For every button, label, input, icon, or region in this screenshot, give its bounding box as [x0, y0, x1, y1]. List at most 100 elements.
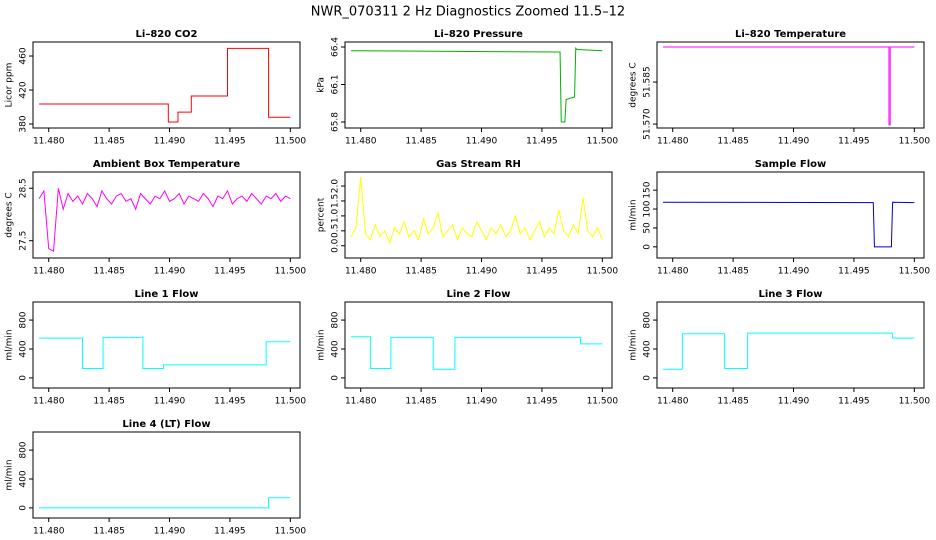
x-tick-label: 11.480	[345, 397, 377, 407]
y-tick-label: 400	[19, 470, 29, 487]
y-tick-label: 28.5	[19, 178, 29, 198]
panel-title: Line 2 Flow	[447, 289, 511, 300]
panel-title: Line 1 Flow	[135, 289, 199, 300]
data-line	[350, 177, 603, 245]
x-tick-label: 11.485	[93, 397, 125, 407]
x-tick-label: 11.500	[587, 137, 619, 147]
x-tick-label: 11.495	[526, 137, 558, 147]
x-tick-label: 11.490	[778, 397, 810, 407]
y-axis-label: Licor ppm	[5, 63, 15, 108]
y-tick-label: 65.8	[331, 112, 341, 132]
y-tick-label: 2.0	[331, 179, 341, 194]
x-tick-label: 11.485	[717, 267, 749, 277]
y-tick-label: 27.5	[19, 231, 29, 251]
y-tick-label: 800	[19, 441, 29, 458]
x-tick-label: 11.485	[405, 267, 437, 277]
x-tick-label: 11.485	[93, 527, 125, 537]
plot-box	[32, 171, 301, 259]
panel-title: Ambient Box Temperature	[93, 159, 240, 170]
y-tick-label: 51.570	[643, 108, 653, 140]
y-tick-label: 800	[643, 311, 653, 328]
x-tick-label: 11.485	[717, 397, 749, 407]
y-tick-label: 400	[19, 340, 29, 357]
y-tick-label: 50	[643, 222, 653, 234]
x-tick-label: 11.495	[526, 397, 558, 407]
x-tick-label: 11.495	[838, 267, 870, 277]
y-axis-label: ml/min	[317, 329, 327, 360]
x-tick-label: 11.500	[275, 267, 307, 277]
x-tick-label: 11.490	[466, 137, 498, 147]
x-tick-label: 11.490	[154, 527, 186, 537]
x-tick-label: 11.480	[33, 137, 65, 147]
x-tick-label: 11.500	[275, 137, 307, 147]
x-tick-label: 11.490	[154, 137, 186, 147]
plot-box	[656, 41, 925, 129]
y-axis-label: percent	[317, 197, 327, 232]
data-line	[38, 188, 291, 252]
data-line	[663, 201, 915, 248]
y-tick-label: 0	[19, 375, 29, 381]
data-line	[351, 47, 603, 123]
x-tick-label: 11.500	[275, 527, 307, 537]
x-tick-label: 11.500	[899, 137, 931, 147]
x-tick-label: 11.490	[154, 397, 186, 407]
x-tick-label: 11.490	[154, 267, 186, 277]
x-tick-label: 11.480	[33, 527, 65, 537]
plot-box	[656, 171, 925, 259]
x-tick-label: 11.490	[778, 267, 810, 277]
y-tick-label: 0	[643, 375, 653, 381]
data-line	[39, 336, 291, 369]
y-tick-label: 800	[19, 311, 29, 328]
plot-box	[32, 41, 301, 129]
x-tick-label: 11.490	[466, 267, 498, 277]
panel-title: Gas Stream RH	[436, 159, 521, 170]
panel-title: Line 4 (LT) Flow	[122, 419, 210, 430]
plot-box	[32, 431, 301, 519]
plot-box	[656, 301, 925, 389]
y-tick-label: 51.585	[643, 66, 653, 98]
y-axis-label: ml/min	[629, 329, 639, 360]
y-tick-label: 400	[331, 340, 341, 357]
y-tick-label: 380	[19, 115, 29, 132]
x-tick-label: 11.480	[657, 397, 689, 407]
plot-box	[32, 301, 301, 389]
panel-title: Sample Flow	[755, 159, 827, 170]
x-tick-label: 11.480	[345, 137, 377, 147]
x-tick-label: 11.500	[899, 267, 931, 277]
x-tick-label: 11.500	[587, 397, 619, 407]
x-tick-label: 11.480	[657, 137, 689, 147]
y-tick-label: 1.5	[331, 194, 341, 208]
y-tick-label: 100	[643, 200, 653, 217]
x-tick-label: 11.485	[93, 267, 125, 277]
y-tick-label: 420	[19, 81, 29, 98]
data-line	[663, 332, 915, 370]
y-axis-label: degrees C	[5, 192, 15, 237]
y-tick-label: 1.0	[331, 208, 341, 223]
x-tick-label: 11.500	[587, 267, 619, 277]
y-tick-label: 400	[643, 340, 653, 357]
data-line	[39, 497, 291, 509]
plot-box	[344, 171, 613, 259]
panel-title: Li–820 CO2	[136, 29, 198, 40]
x-tick-label: 11.485	[717, 137, 749, 147]
x-tick-label: 11.495	[214, 397, 246, 407]
y-tick-label: 0	[643, 244, 653, 250]
data-line	[351, 336, 603, 370]
x-tick-label: 11.480	[345, 267, 377, 277]
y-axis-label: ml/min	[629, 199, 639, 230]
y-tick-label: 0.0	[331, 238, 341, 253]
y-axis-label: ml/min	[5, 459, 15, 490]
y-axis-label: degrees C	[629, 62, 639, 107]
x-tick-label: 11.495	[214, 267, 246, 277]
x-tick-label: 11.495	[526, 267, 558, 277]
x-tick-label: 11.485	[405, 397, 437, 407]
x-tick-label: 11.500	[275, 397, 307, 407]
y-tick-label: 66.1	[331, 74, 341, 94]
y-tick-label: 800	[331, 311, 341, 328]
data-line	[39, 47, 291, 123]
x-tick-label: 11.480	[33, 267, 65, 277]
x-tick-label: 11.480	[657, 267, 689, 277]
x-tick-label: 11.495	[838, 137, 870, 147]
x-tick-label: 11.495	[214, 527, 246, 537]
